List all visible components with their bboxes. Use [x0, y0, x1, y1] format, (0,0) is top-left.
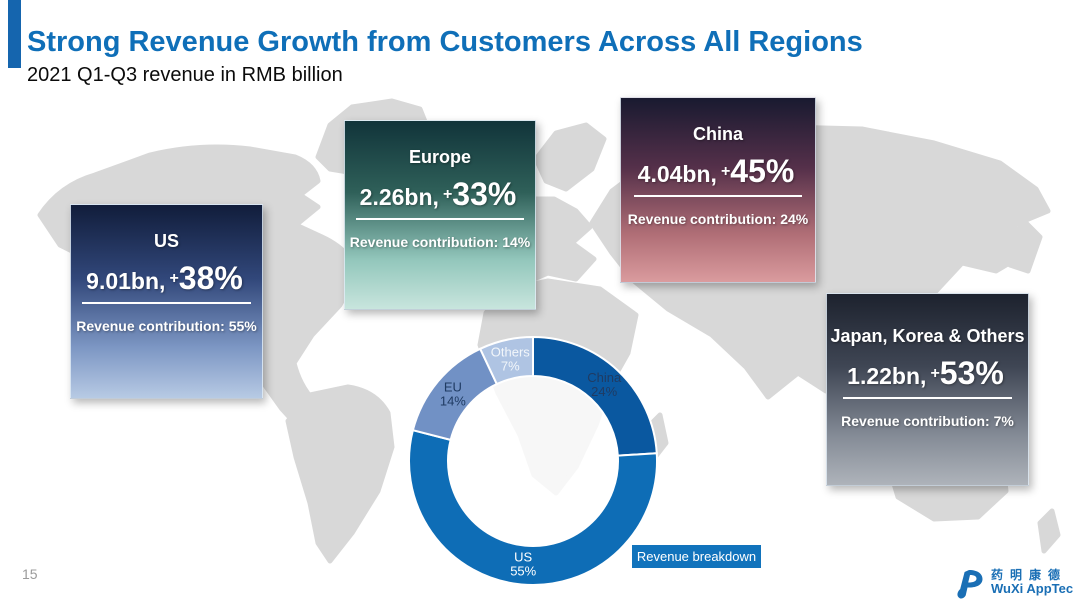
- region-name: Europe: [408, 147, 471, 167]
- growth-percent: 33%: [452, 176, 517, 212]
- title-accent-bar: [8, 0, 21, 68]
- revenue-breakdown-label: Revenue breakdown: [632, 545, 761, 568]
- donut-hole: [446, 374, 620, 548]
- region-name: Japan, Korea & Others: [830, 326, 1025, 346]
- revenue-amount: 2.26bn,: [359, 184, 439, 210]
- plus-sign: +: [720, 163, 731, 180]
- revenue-amount: 1.22bn,: [847, 363, 927, 389]
- slide-title: Strong Revenue Growth from Customers Acr…: [27, 26, 863, 58]
- donut-label-others: Others 7%: [491, 345, 531, 374]
- revenue-breakdown-donut-chart: China 24% US 55% EU 14% Others 7%: [408, 335, 658, 586]
- logo-english-text: WuXi AppTec: [991, 581, 1074, 596]
- revenue-amount: 4.04bn,: [637, 161, 717, 187]
- region-name: China: [692, 124, 743, 144]
- donut-slice-us: [408, 428, 658, 586]
- region-card-europe: Europe 2.26bn, +33% Revenue contribution:…: [344, 120, 536, 310]
- region-name: US: [153, 231, 179, 251]
- region-card-japan-korea-others: Japan, Korea & Others 1.22bn, +53% Revenu…: [826, 293, 1029, 486]
- growth-percent: 38%: [178, 260, 243, 296]
- growth-percent: 53%: [939, 355, 1004, 391]
- revenue-value-line: 4.04bn, +45%: [633, 153, 803, 197]
- revenue-value-line: 9.01bn, +38%: [82, 260, 251, 304]
- revenue-amount: 9.01bn,: [86, 268, 166, 294]
- revenue-value-line: 2.26bn, +33%: [355, 176, 525, 220]
- donut-label-eu: EU 14%: [440, 380, 466, 409]
- revenue-contribution: Revenue contribution: 24%: [627, 211, 809, 227]
- plus-sign: +: [442, 186, 453, 203]
- region-card-china: China 4.04bn, +45% Revenue contribution: …: [620, 97, 816, 283]
- wuxi-apptec-logo: 药明康德 WuXi AppTec: [956, 568, 1073, 600]
- donut-slice-others: [478, 335, 534, 386]
- page-number: 15: [22, 566, 38, 582]
- revenue-value-line: 1.22bn, +53%: [843, 355, 1012, 399]
- logo-chinese-text: 药明康德: [991, 568, 1068, 582]
- growth-percent: 45%: [730, 153, 795, 189]
- slide-subtitle: 2021 Q1-Q3 revenue in RMB billion: [27, 64, 343, 86]
- revenue-contribution: Revenue contribution: 55%: [76, 318, 257, 334]
- region-card-us: US 9.01bn, +38% Revenue contribution: 55%: [70, 204, 263, 399]
- plus-sign: +: [930, 365, 940, 382]
- revenue-contribution: Revenue contribution: 14%: [349, 234, 531, 250]
- revenue-contribution: Revenue contribution: 7%: [841, 413, 1014, 429]
- donut-label-us: US 55%: [510, 550, 536, 579]
- donut-label-china: China 24%: [587, 370, 622, 399]
- logo-text: 药明康德 WuXi AppTec: [991, 568, 1073, 596]
- wuxi-apptec-logo-icon: [957, 570, 983, 599]
- plus-sign: +: [169, 270, 179, 287]
